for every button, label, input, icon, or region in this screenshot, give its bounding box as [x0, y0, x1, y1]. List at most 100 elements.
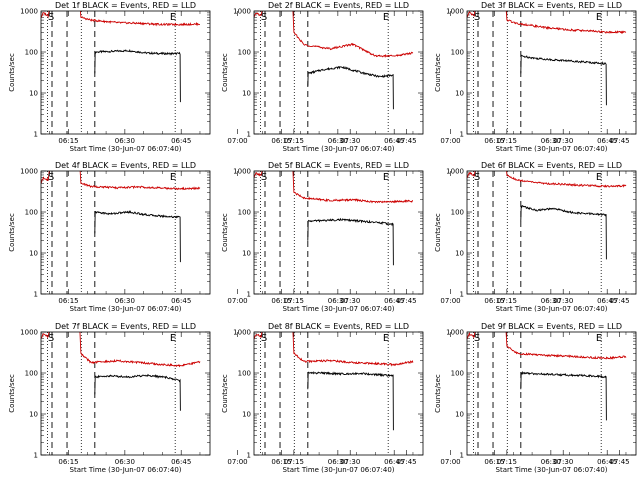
y-tick-label: 100 [25, 49, 38, 57]
x-tick-label: 06:30 [328, 137, 348, 145]
end-marker: E [596, 172, 602, 183]
x-tick-label: 06:45 [597, 458, 617, 466]
x-tick-label: 06:45 [171, 297, 191, 305]
y-axis-label: Counts/sec [8, 213, 16, 252]
y-tick-label: 1000 [20, 329, 38, 337]
x-tick-label: 07:30 [340, 458, 360, 466]
y-tick-label: 1 [460, 131, 464, 139]
y-axis-label: Counts/sec [8, 53, 16, 92]
x-tick-label: 06:30 [328, 458, 348, 466]
x-tick-label: 07:30 [553, 137, 573, 145]
y-tick-label: 10 [242, 411, 251, 419]
start-marker: S [474, 12, 480, 23]
y-tick-label: 100 [238, 209, 251, 217]
y-tick-label: 10 [242, 90, 251, 98]
events-trace [307, 371, 394, 431]
x-tick-label: 07:00 [440, 137, 460, 145]
lld-trace [467, 171, 627, 188]
x-tick-label: 06:30 [328, 297, 348, 305]
y-axis-label: Counts/sec [434, 53, 442, 92]
events-trace [307, 65, 394, 110]
y-tick-label: 1000 [233, 329, 251, 337]
lld-trace [254, 11, 414, 58]
start-marker: S [48, 172, 54, 183]
x-tick-label: 07:45 [396, 458, 416, 466]
y-axis-label: Counts/sec [8, 374, 16, 413]
x-tick-label: 06:45 [597, 137, 617, 145]
x-tick-label: 07:00 [227, 297, 247, 305]
y-axis-label: Counts/sec [221, 53, 229, 92]
panel-title: Det 5f BLACK = Events, RED = LLD [268, 161, 409, 170]
x-tick-label: 07:15 [284, 297, 304, 305]
x-axis-label: Start Time (30-Jun-07 06:07:40) [70, 145, 182, 153]
end-marker: E [596, 12, 602, 23]
x-tick-label: 06:15 [484, 458, 504, 466]
y-tick-label: 1000 [446, 8, 464, 16]
panel-title: Det 2f BLACK = Events, RED = LLD [268, 1, 409, 10]
panel-4: Det 4f BLACK = Events, RED = LLD11010010… [8, 161, 417, 313]
x-tick-label: 07:45 [609, 458, 629, 466]
x-tick-label: 06:30 [541, 137, 561, 145]
end-marker: E [383, 172, 389, 183]
x-tick-label: 06:30 [541, 458, 561, 466]
y-tick-label: 1 [247, 291, 251, 299]
panel-6: Det 6f BLACK = Events, RED = LLD 1 10 100 10… [434, 161, 637, 313]
events-trace [94, 48, 181, 103]
start-marker: S [48, 12, 54, 23]
x-tick-label: 07:45 [396, 297, 416, 305]
x-tick-label: 06:15 [58, 137, 78, 145]
y-tick-label: 1 [34, 291, 38, 299]
lld-trace [467, 11, 627, 35]
y-tick-label: 1 [247, 131, 251, 139]
y-axis-label: Counts/sec [221, 374, 229, 413]
end-marker: E [383, 333, 389, 344]
y-tick-label: 100 [25, 370, 38, 378]
plot-frame [466, 170, 637, 295]
y-tick-label: 1 [460, 452, 464, 460]
x-tick-label: 06:45 [597, 297, 617, 305]
end-marker: E [383, 12, 389, 23]
x-tick-label: 07:15 [497, 137, 517, 145]
panel-title: Det 8f BLACK = Events, RED = LLD [268, 322, 409, 331]
start-marker: S [261, 172, 267, 183]
panel-title: Det 7f BLACK = Events, RED = LLD [55, 322, 196, 331]
y-tick-label: 1000 [20, 8, 38, 16]
x-tick-label: 06:15 [484, 137, 504, 145]
x-tick-label: 06:45 [384, 297, 404, 305]
y-tick-label: 1 [460, 291, 464, 299]
events-trace [520, 204, 607, 260]
events-trace [94, 210, 181, 263]
start-marker: S [261, 12, 267, 23]
panel-title: Det 4f BLACK = Events, RED = LLD [55, 161, 196, 170]
x-tick-label: 07:15 [284, 137, 304, 145]
start-marker: S [48, 333, 54, 344]
lld-trace [41, 11, 200, 27]
x-tick-label: 06:30 [115, 137, 135, 145]
x-tick-label: 07:15 [284, 458, 304, 466]
lld-trace [254, 332, 414, 367]
end-marker: E [170, 12, 176, 23]
panel-title: Det 6f BLACK = Events, RED = LLD [481, 161, 622, 170]
panel-5: Det 5f BLACK = Events, RED = LLD11010010… [221, 161, 630, 313]
plot-frame [253, 10, 424, 135]
plot-frame [40, 331, 211, 456]
y-axis-label: Counts/sec [434, 213, 442, 252]
start-marker: S [474, 333, 480, 344]
y-tick-label: 100 [451, 370, 464, 378]
y-tick-label: 1000 [446, 168, 464, 176]
lld-trace [467, 332, 627, 360]
panel-1: Det 1f BLACK = Events, RED = LLD11010010… [8, 1, 417, 153]
x-tick-label: 07:30 [553, 458, 573, 466]
plot-frame [40, 10, 211, 135]
x-tick-label: 06:30 [115, 458, 135, 466]
y-axis-label: Counts/sec [221, 213, 229, 252]
x-tick-label: 06:45 [384, 458, 404, 466]
x-tick-label: 06:30 [541, 297, 561, 305]
x-tick-label: 07:30 [340, 137, 360, 145]
x-tick-label: 06:15 [271, 137, 291, 145]
x-axis-label: Start Time (30-Jun-07 06:07:40) [70, 305, 182, 313]
x-axis-label: Start Time (30-Jun-07 06:07:40) [496, 305, 608, 313]
y-tick-label: 10 [455, 90, 464, 98]
panel-2: Det 2f BLACK = Events, RED = LLD11010010… [221, 1, 630, 153]
